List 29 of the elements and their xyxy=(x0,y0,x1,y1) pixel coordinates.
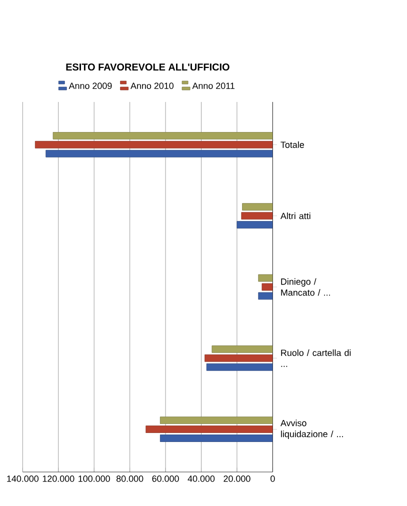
bar xyxy=(206,363,273,371)
bar xyxy=(46,150,273,158)
y-tick-label: Diniego / Mancato / ... xyxy=(281,278,330,296)
y-tick-label: Avviso liquidazione / ... xyxy=(280,420,343,439)
x-tick-label: 60.000 xyxy=(152,476,179,482)
x-tick-label: 0 xyxy=(270,476,275,482)
bar xyxy=(241,212,273,220)
y-tick-label: Altri atti xyxy=(280,212,310,220)
x-tick-label: 140.000 xyxy=(7,476,38,482)
bar xyxy=(212,345,273,353)
bar xyxy=(242,203,273,211)
x-tick-label: 40.000 xyxy=(188,476,215,482)
bar xyxy=(160,416,273,424)
x-tick-label: 80.000 xyxy=(116,476,144,482)
bar xyxy=(160,434,273,442)
bar xyxy=(204,354,273,362)
legend-label: Anno 2011 xyxy=(192,82,234,89)
legend-label: Anno 2009 xyxy=(68,82,112,89)
bar xyxy=(52,132,273,140)
chart-title: ESITO FAVOREVOLE ALL'UFFICIO xyxy=(66,64,230,71)
bar xyxy=(34,140,273,148)
x-tick-label: 20.000 xyxy=(224,476,250,482)
legend-label: Anno 2010 xyxy=(130,82,174,89)
x-tick-label: 100.000 xyxy=(78,476,110,482)
x-tick-label: 120.000 xyxy=(42,476,74,482)
y-tick-label: Ruolo / cartella di ... xyxy=(281,349,351,367)
bar xyxy=(236,221,273,228)
y-tick-label: Totale xyxy=(280,141,304,148)
bar xyxy=(146,426,273,433)
